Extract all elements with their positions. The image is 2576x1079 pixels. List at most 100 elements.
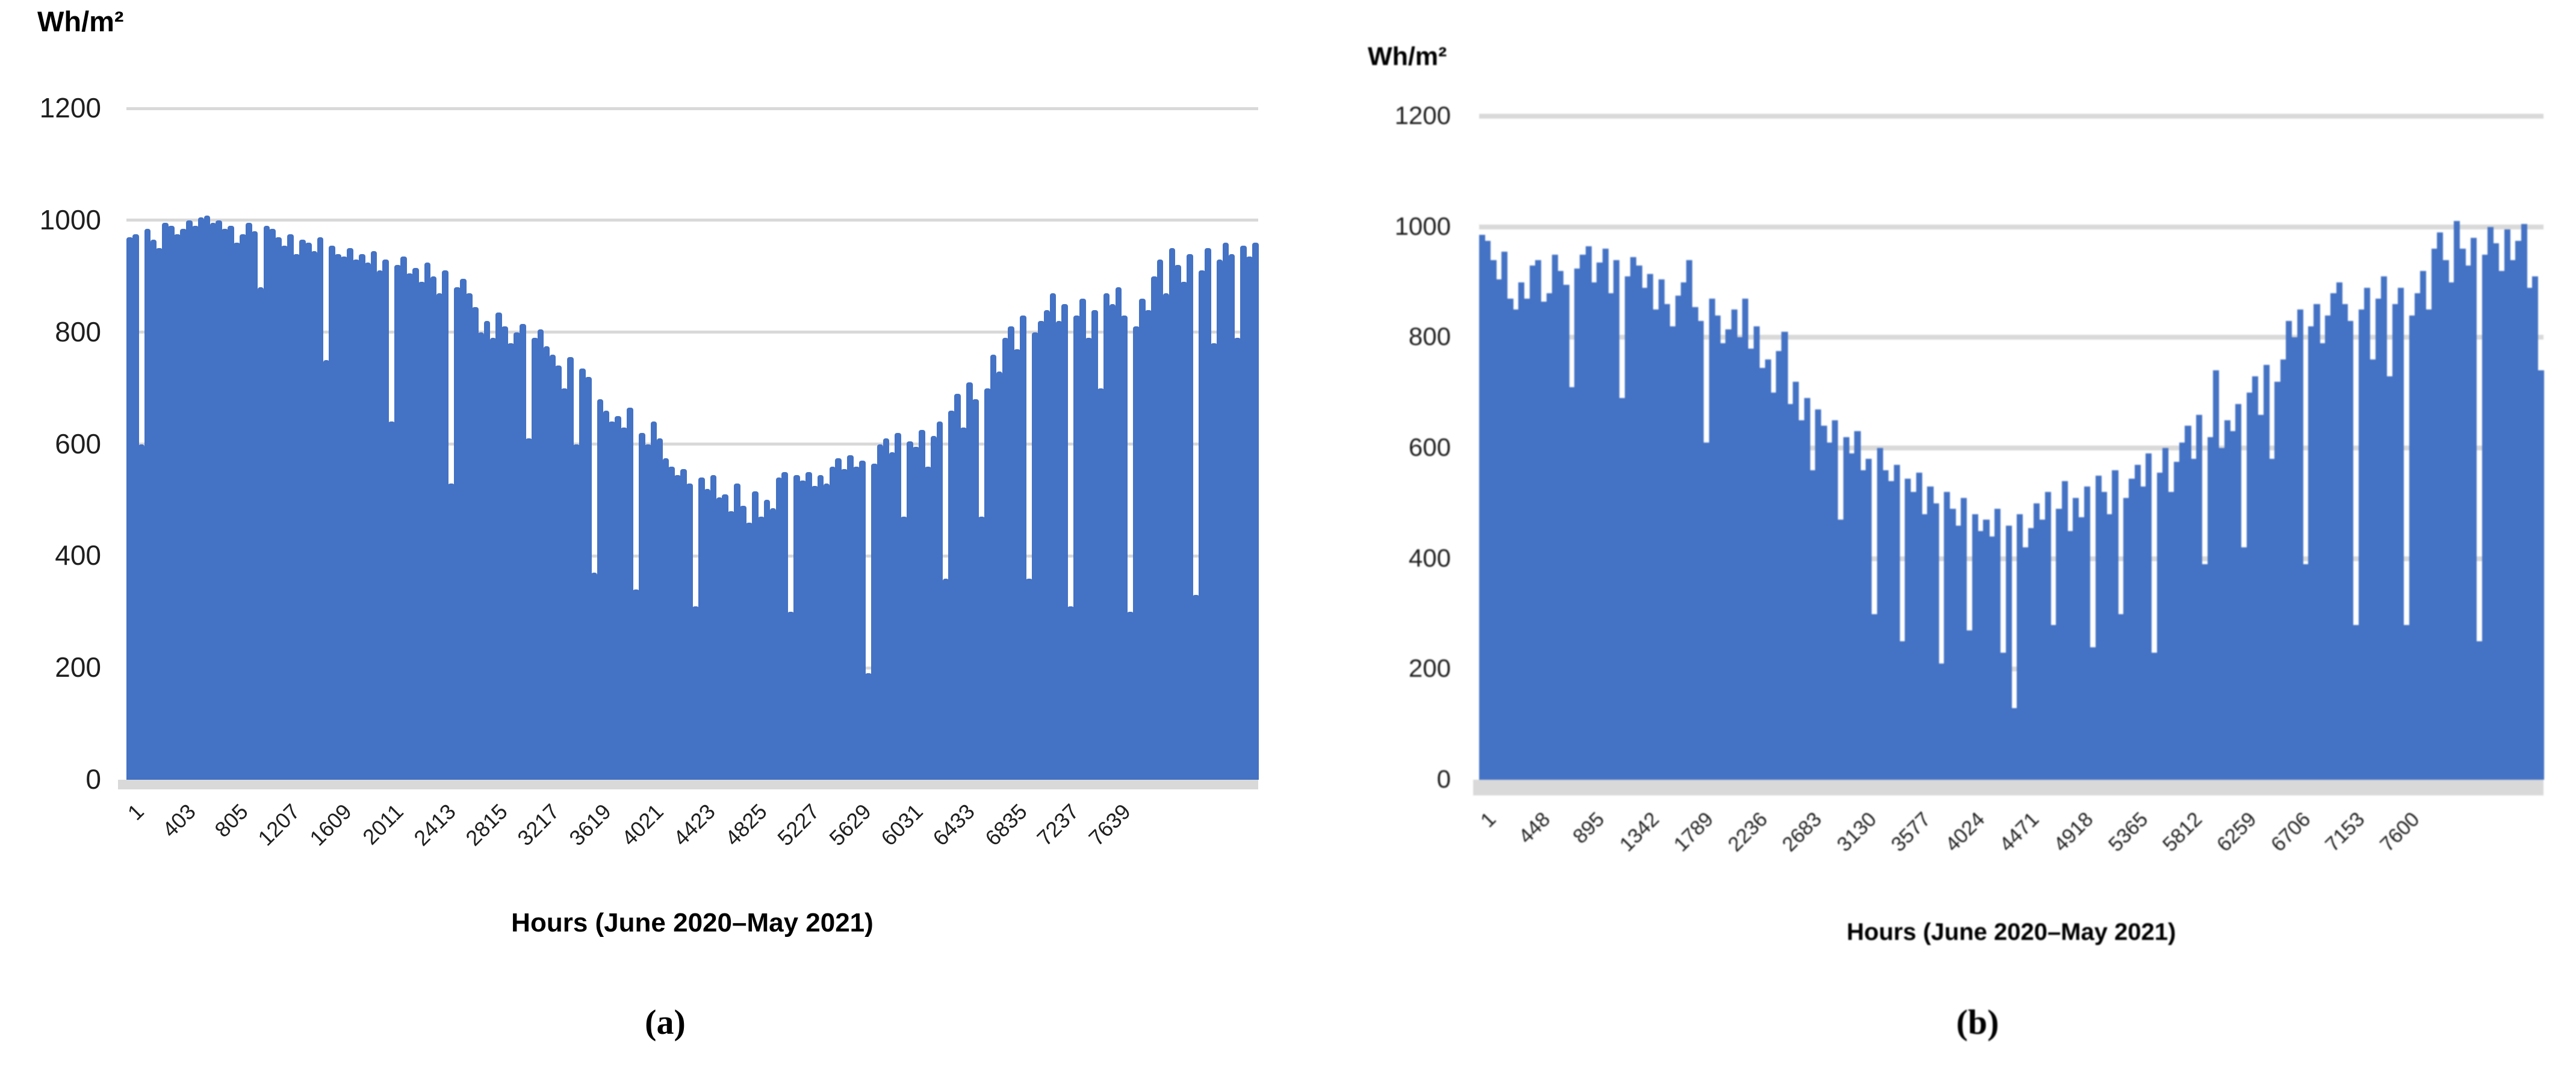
bar: [168, 226, 175, 780]
bar: [1922, 514, 1928, 780]
bar: [1742, 299, 1749, 780]
bar: [263, 226, 270, 780]
bar: [603, 410, 610, 780]
bar: [2448, 282, 2454, 780]
y-tick-label: 1200: [1394, 101, 1451, 130]
bar: [924, 466, 931, 780]
bar: [1204, 248, 1211, 780]
bar: [162, 223, 169, 780]
y-tick-label: 400: [55, 540, 101, 571]
x-tick-label: 895: [1568, 807, 1609, 848]
bar: [704, 488, 711, 780]
bar: [2078, 517, 2085, 780]
x-tick-label: 1: [1476, 807, 1501, 832]
bar: [1832, 420, 1839, 780]
bar: [2156, 473, 2164, 780]
x-axis-title-a: Hours (June 2020–May 2021): [511, 908, 874, 938]
bar: [1193, 595, 1199, 780]
bar: [287, 234, 294, 780]
bar: [2403, 624, 2410, 780]
bar: [1597, 263, 1603, 780]
bar: [2196, 414, 2203, 780]
bar: [1156, 259, 1164, 780]
bar: [710, 474, 717, 780]
x-tick-label: 4471: [1995, 807, 2044, 856]
bar: [275, 237, 282, 780]
bar: [615, 416, 622, 780]
bar: [561, 388, 568, 780]
bar: [1121, 315, 1128, 780]
bar: [1541, 301, 1547, 780]
bar: [1608, 293, 1615, 780]
bar: [382, 259, 390, 780]
bar: [1479, 235, 1486, 780]
bar: [1899, 641, 1905, 780]
y-axis-unit-label-b: Wh/m²: [1368, 42, 1447, 71]
bar: [358, 253, 365, 780]
bar: [668, 466, 675, 780]
bar: [2100, 492, 2107, 780]
bar: [1591, 282, 1598, 780]
bar: [299, 240, 306, 780]
bar: [1653, 309, 1659, 780]
bar: [942, 578, 949, 780]
bar: [829, 466, 836, 780]
bar: [1049, 293, 1057, 780]
bar: [203, 216, 211, 780]
bar: [1008, 326, 1015, 780]
bar: [644, 444, 651, 780]
bar: [984, 388, 991, 780]
bar: [2308, 326, 2315, 780]
bar: [1091, 309, 1098, 780]
bar: [1978, 530, 1984, 780]
bar: [1944, 492, 1951, 780]
bar: [1798, 420, 1805, 780]
bar: [1669, 326, 1676, 780]
bar: [1032, 332, 1038, 780]
bar: [1097, 388, 1104, 780]
bar: [811, 486, 818, 780]
bar: [1893, 464, 1900, 780]
bar: [1574, 268, 1581, 780]
bar: [793, 474, 800, 780]
bar: [311, 250, 318, 780]
bar: [1692, 306, 1698, 780]
bar: [978, 517, 985, 780]
bar: [853, 466, 860, 780]
bar: [2090, 647, 2096, 780]
subfigure-caption-b: (b): [1956, 1003, 1999, 1042]
bar: [2117, 614, 2124, 780]
bar: [1714, 315, 1721, 780]
bar: [281, 245, 288, 780]
y-tick-label: 600: [1408, 433, 1451, 462]
bar: [448, 483, 455, 780]
bar: [1949, 509, 1956, 780]
bar: [841, 469, 848, 780]
bar: [609, 421, 616, 780]
bar: [501, 326, 509, 780]
bar: [222, 228, 228, 780]
bar: [430, 276, 437, 780]
bar: [2504, 229, 2510, 780]
bar: [1240, 245, 1247, 780]
bar: [686, 483, 693, 780]
y-tick-label: 0: [85, 763, 101, 795]
bar: [2151, 652, 2158, 780]
bar: [1002, 337, 1009, 780]
bar: [2498, 271, 2505, 780]
bar: [483, 321, 491, 780]
bar: [1882, 470, 1889, 780]
bar: [2521, 224, 2527, 780]
bar: [1725, 329, 1732, 780]
bar: [1127, 612, 1134, 780]
bar: [638, 432, 645, 780]
bar: [2202, 564, 2208, 780]
bar: [1613, 260, 1620, 780]
bar: [2017, 514, 2023, 780]
bar: [1133, 326, 1140, 780]
bar: [436, 293, 443, 780]
bar: [1061, 304, 1069, 780]
bar: [1524, 299, 1530, 780]
bar: [418, 282, 425, 780]
